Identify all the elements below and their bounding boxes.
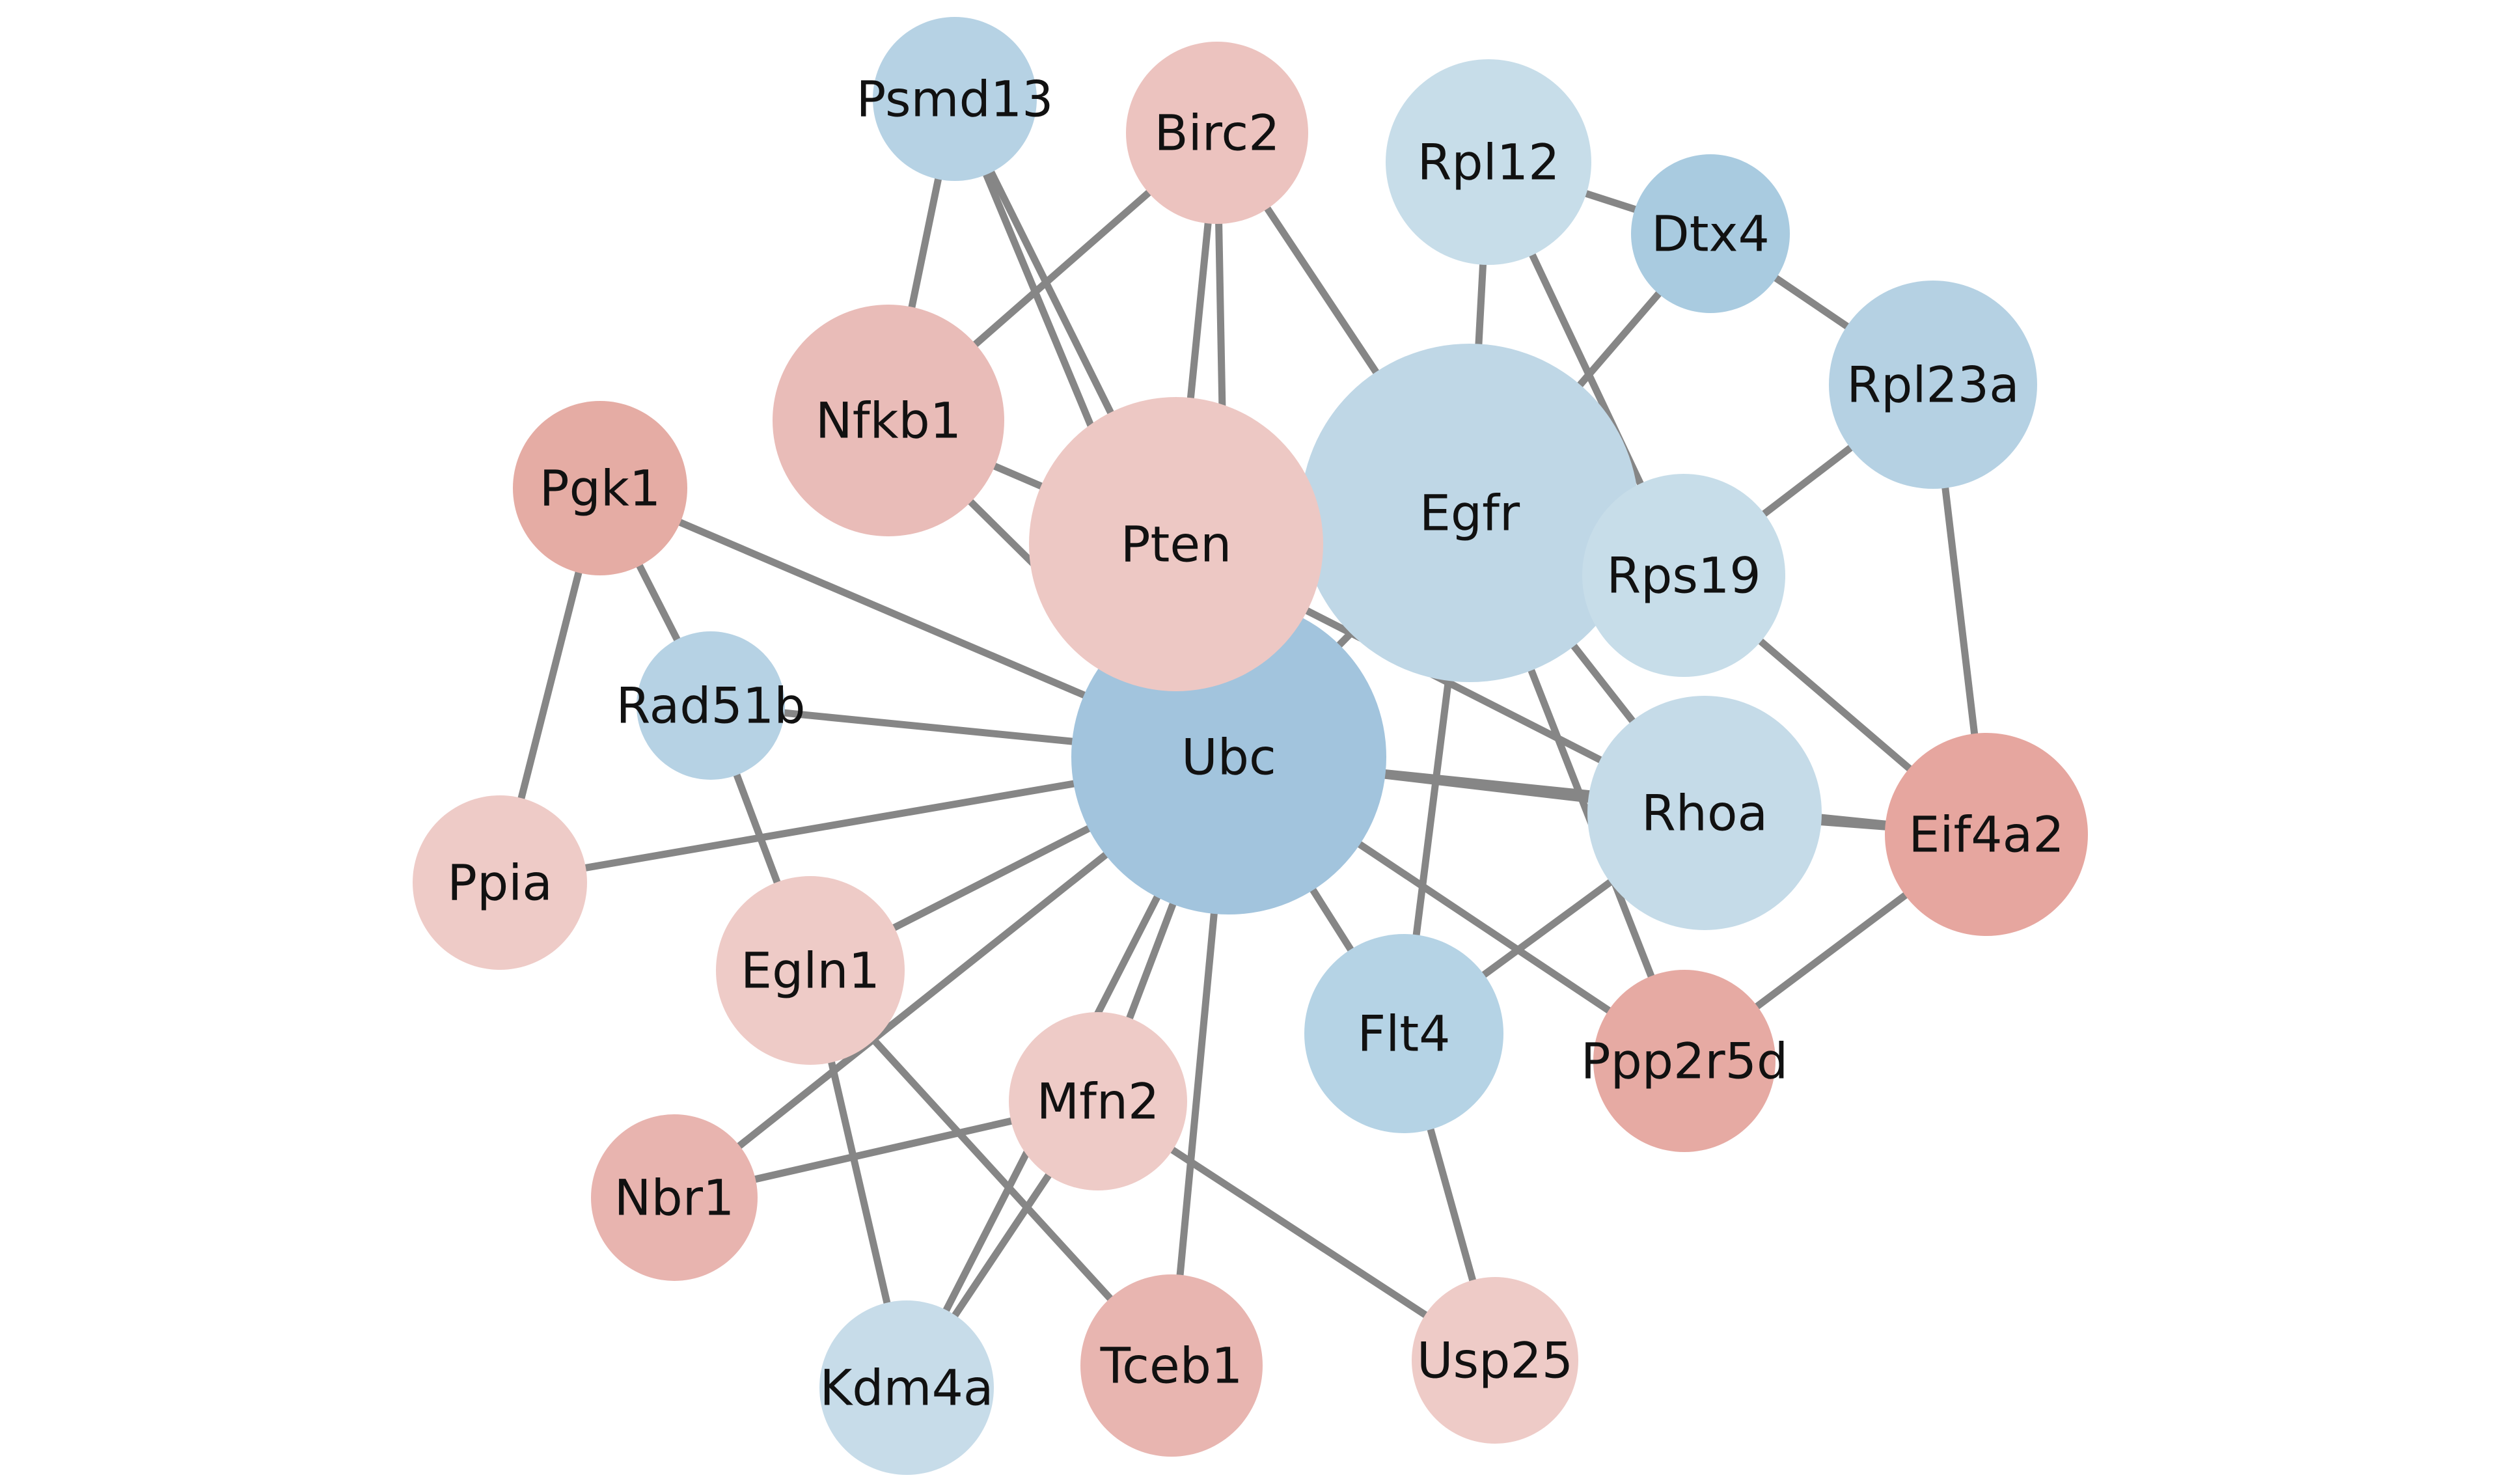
node-label-flt4: Flt4 — [1358, 1005, 1451, 1063]
node-usp25: Usp25 — [1412, 1277, 1578, 1444]
node-nbr1: Nbr1 — [591, 1114, 758, 1281]
node-circle-eif4a2 — [1885, 733, 2088, 936]
node-circle-rhoa — [1587, 696, 1822, 930]
node-circle-nbr1 — [591, 1114, 758, 1281]
node-label-eif4a2: Eif4a2 — [1908, 806, 2064, 864]
node-kdm4a: Kdm4a — [819, 1300, 994, 1475]
node-circle-ppia — [413, 795, 587, 970]
node-circle-kdm4a — [819, 1300, 994, 1475]
node-rps19: Rps19 — [1582, 474, 1785, 677]
node-circle-pten — [1029, 397, 1323, 691]
node-circle-psmd13 — [873, 17, 1037, 181]
node-ppia: Ppia — [413, 795, 587, 970]
node-flt4: Flt4 — [1304, 934, 1503, 1133]
node-label-nbr1: Nbr1 — [614, 1169, 735, 1227]
node-eif4a2: Eif4a2 — [1885, 733, 2088, 936]
node-pten: Pten — [1029, 397, 1323, 691]
node-label-rhoa: Rhoa — [1641, 784, 1768, 842]
node-egln1: Egln1 — [716, 876, 905, 1065]
node-label-pten: Pten — [1121, 515, 1232, 573]
node-layer: Ubc Egfr Pten Rhoa Nfkb1 Rpl23a Eif4a2 Rpl12 Rps… — [413, 17, 2088, 1475]
node-label-kdm4a: Kdm4a — [819, 1359, 993, 1417]
node-label-mfn2: Mfn2 — [1037, 1073, 1160, 1131]
node-dtx4: Dtx4 — [1631, 154, 1790, 313]
node-circle-nfkb1 — [773, 305, 1004, 536]
node-label-ppp2r5d: Ppp2r5d — [1581, 1032, 1789, 1090]
node-circle-egfr — [1300, 344, 1639, 682]
node-circle-usp25 — [1412, 1277, 1578, 1444]
node-circle-flt4 — [1304, 934, 1503, 1133]
node-label-psmd13: Psmd13 — [856, 70, 1053, 128]
node-egfr: Egfr — [1300, 344, 1639, 682]
node-rhoa: Rhoa — [1587, 696, 1822, 930]
node-label-egln1: Egln1 — [741, 942, 880, 1000]
node-rpl12: Rpl12 — [1386, 59, 1591, 265]
node-mfn2: Mfn2 — [1009, 1012, 1187, 1190]
node-label-rps19: Rps19 — [1606, 547, 1761, 605]
node-label-tceb1: Tceb1 — [1100, 1337, 1243, 1395]
node-circle-rps19 — [1582, 474, 1785, 677]
node-circle-egln1 — [716, 876, 905, 1065]
node-circle-ppp2r5d — [1593, 970, 1776, 1152]
node-tceb1: Tceb1 — [1080, 1274, 1263, 1457]
node-circle-rad51b — [637, 631, 785, 780]
node-label-nfkb1: Nfkb1 — [816, 392, 961, 450]
node-label-ubc: Ubc — [1181, 728, 1276, 786]
node-label-usp25: Usp25 — [1417, 1332, 1573, 1390]
node-label-pgk1: Pgk1 — [540, 460, 661, 517]
node-circle-rpl12 — [1386, 59, 1591, 265]
node-pgk1: Pgk1 — [513, 401, 687, 575]
node-label-birc2: Birc2 — [1155, 104, 1280, 162]
node-circle-birc2 — [1126, 42, 1308, 224]
node-rpl23a: Rpl23a — [1829, 281, 2037, 489]
node-label-rpl23a: Rpl23a — [1846, 356, 2019, 414]
node-circle-mfn2 — [1009, 1012, 1187, 1190]
node-circle-rpl23a — [1829, 281, 2037, 489]
node-circle-dtx4 — [1631, 154, 1790, 313]
node-circle-tceb1 — [1080, 1274, 1263, 1457]
node-rad51b: Rad51b — [616, 631, 806, 780]
node-psmd13: Psmd13 — [856, 17, 1054, 181]
node-birc2: Birc2 — [1126, 42, 1308, 224]
node-ppp2r5d: Ppp2r5d — [1581, 970, 1789, 1152]
node-label-rad51b: Rad51b — [616, 677, 806, 735]
node-circle-pgk1 — [513, 401, 687, 575]
node-label-dtx4: Dtx4 — [1651, 205, 1770, 263]
node-label-egfr: Egfr — [1419, 484, 1520, 542]
node-nfkb1: Nfkb1 — [773, 305, 1004, 536]
node-label-rpl12: Rpl12 — [1418, 133, 1560, 191]
node-label-ppia: Ppia — [447, 854, 553, 912]
